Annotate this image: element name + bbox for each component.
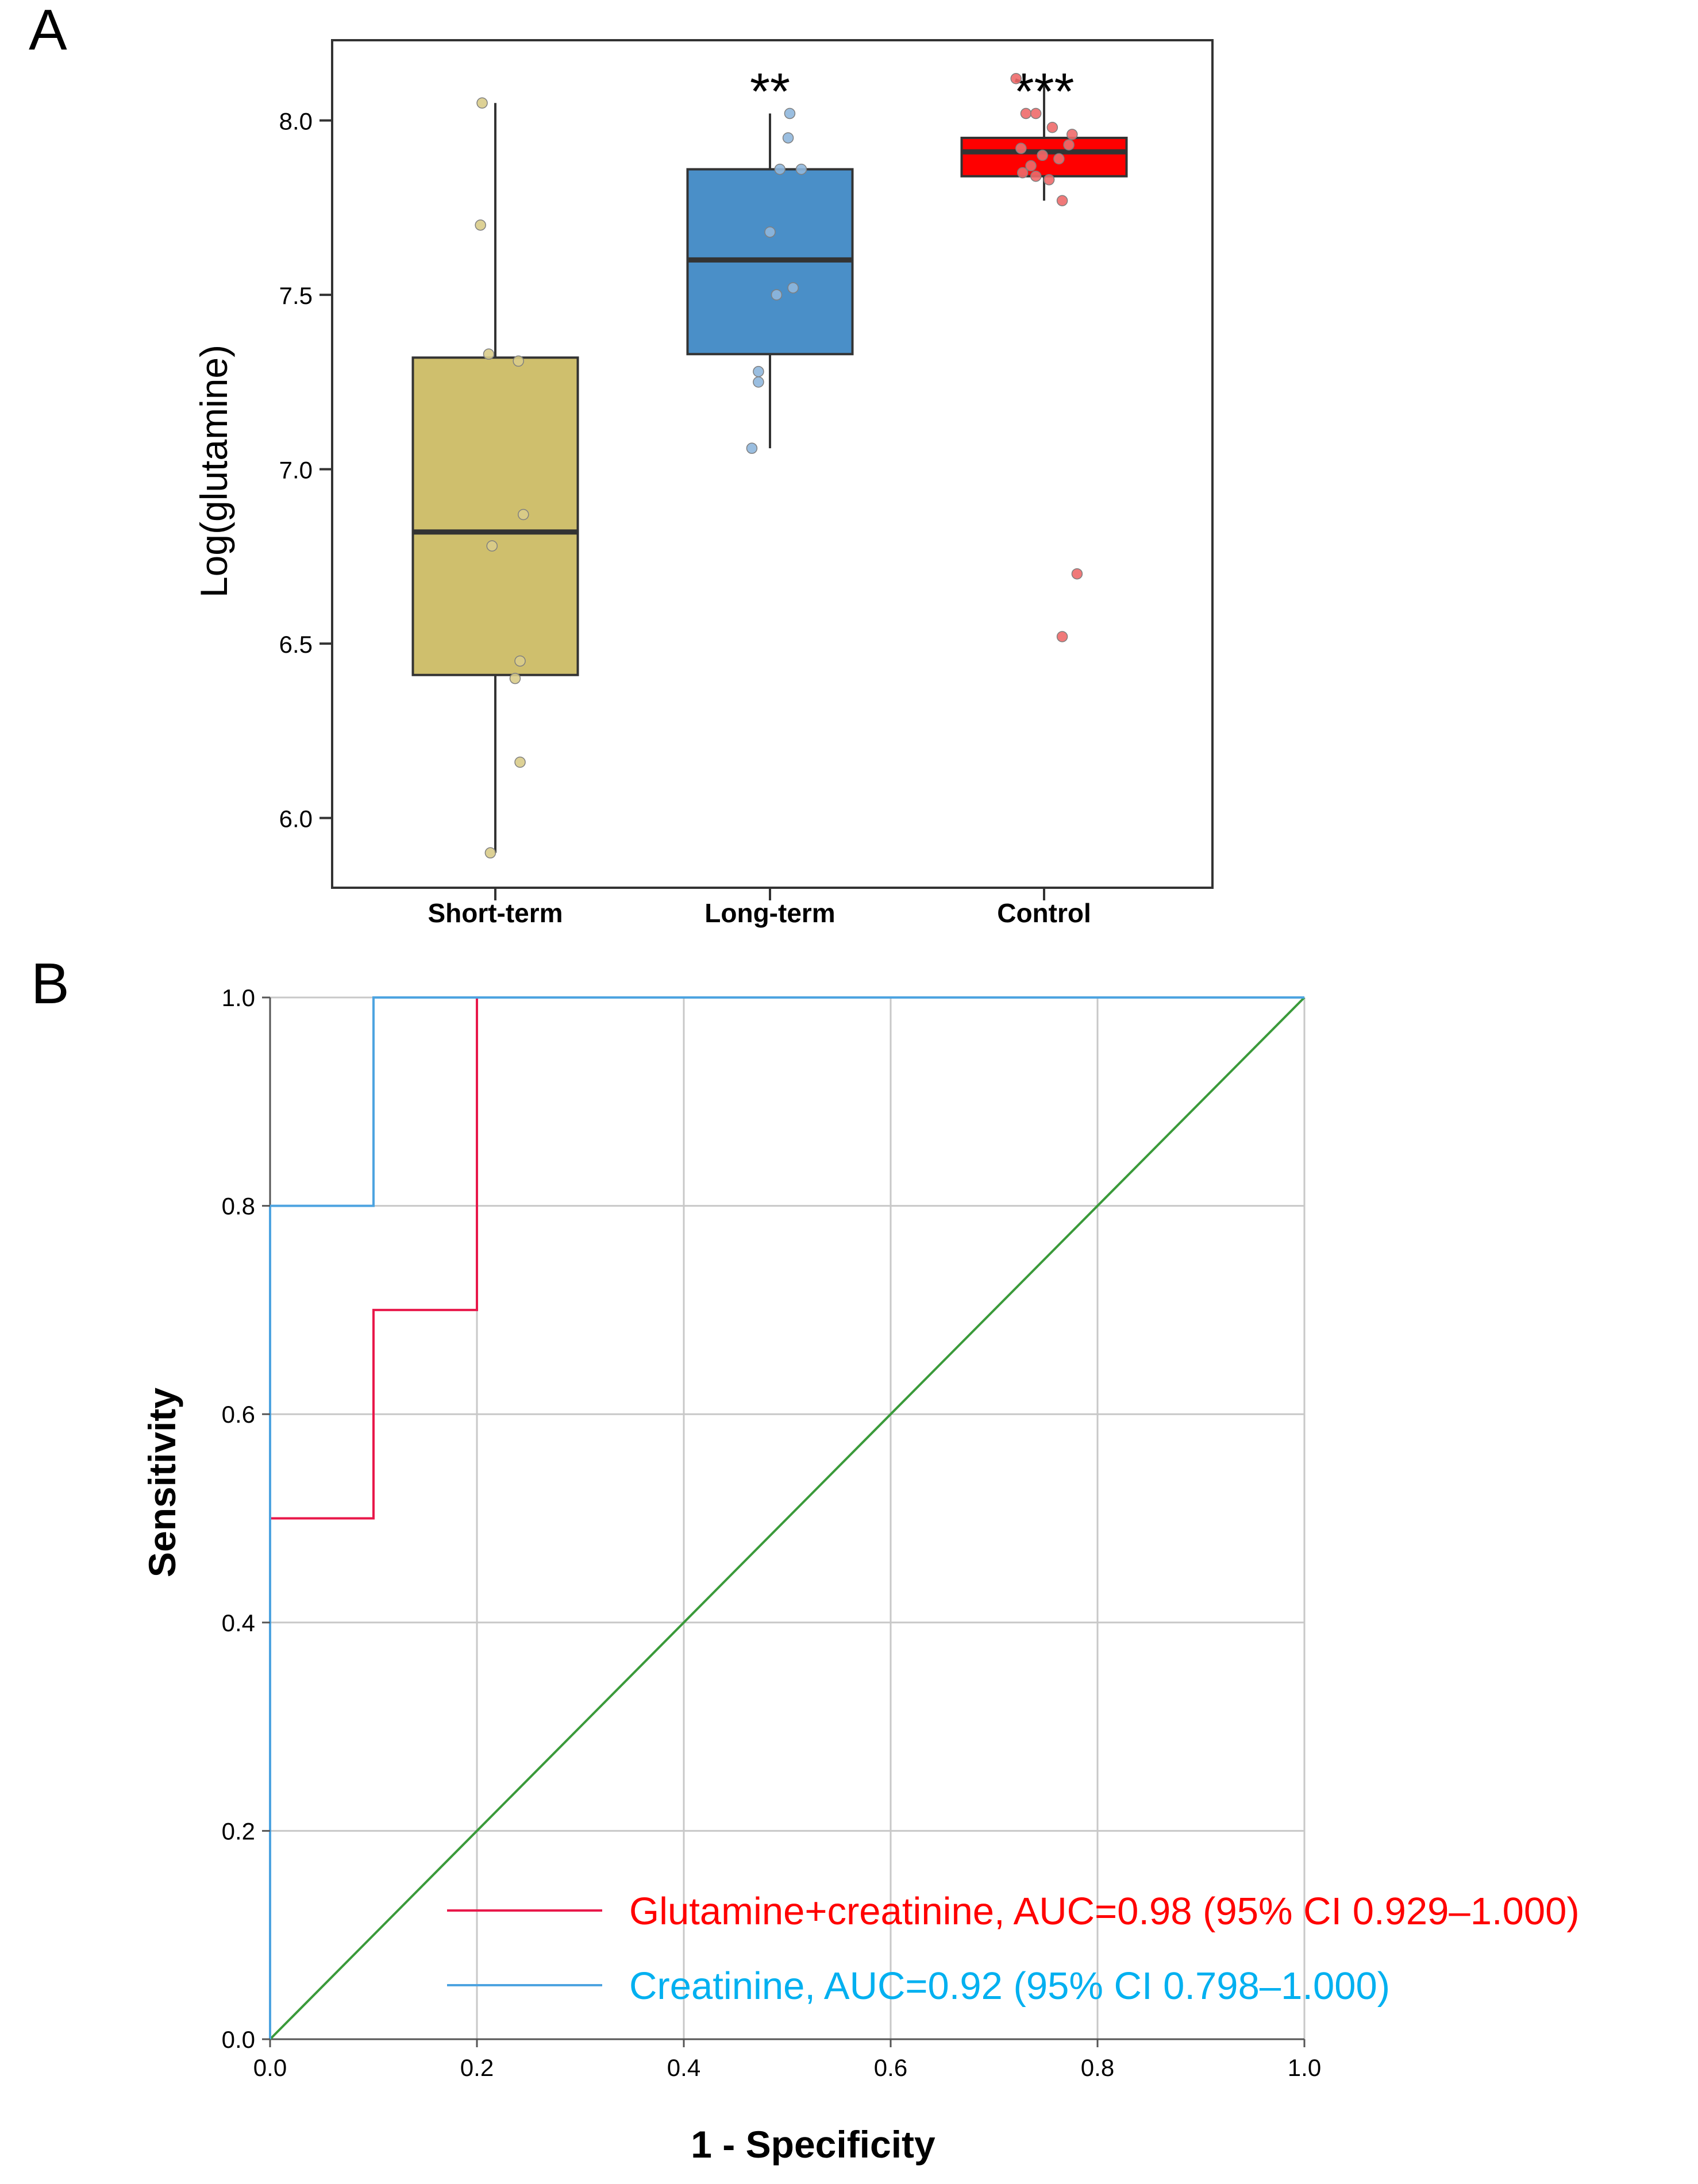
box-data-point bbox=[1053, 153, 1065, 165]
boxplot-points bbox=[475, 73, 1083, 859]
boxplot-y-tick-label: 6.0 bbox=[279, 806, 313, 833]
box-data-point bbox=[483, 348, 495, 360]
boxplot-frame bbox=[331, 39, 1214, 889]
boxplot-category-label: Long-term bbox=[704, 898, 835, 928]
box-data-point bbox=[1046, 121, 1058, 133]
box-data-point bbox=[509, 673, 521, 684]
box-data-point bbox=[1056, 631, 1068, 642]
roc-legend-label: Glutamine+creatinine, AUC=0.98 (95% CI 0… bbox=[629, 1890, 1580, 1933]
roc-y-tick-label: 0.4 bbox=[222, 1609, 255, 1636]
boxplot-y-axis-label: Log(glutamine) bbox=[192, 345, 235, 598]
box-data-point bbox=[1010, 73, 1022, 84]
roc-curve-creatinine bbox=[269, 996, 1304, 2039]
roc-legend-label: Creatinine, AUC=0.92 (95% CI 0.798–1.000… bbox=[629, 1965, 1390, 2008]
box-data-point bbox=[753, 376, 764, 388]
boxplot-boxes: ** *** bbox=[411, 63, 1128, 853]
box-data-point bbox=[787, 282, 799, 294]
boxplot-y-ticks: 6.0 6.5 7.0 7.5 8.0 bbox=[279, 108, 1045, 900]
box-data-point bbox=[1025, 160, 1037, 172]
roc-curve-reference bbox=[269, 996, 1306, 2040]
roc-curves bbox=[269, 996, 1306, 2040]
boxplot-category-labels: Short-term Long-term Control bbox=[428, 898, 1091, 928]
roc-y-tick-label: 0.6 bbox=[222, 1401, 255, 1428]
box-data-point bbox=[1017, 167, 1029, 179]
box-data-point bbox=[513, 355, 524, 367]
panel-label-b: B bbox=[31, 952, 70, 1016]
box-data-point bbox=[753, 365, 764, 378]
roc-y-tick-label: 0.2 bbox=[222, 1817, 255, 1844]
roc-x-tick-label: 0.4 bbox=[667, 2054, 700, 2081]
box-data-point bbox=[1063, 139, 1075, 151]
roc-y-tick-label: 0.0 bbox=[222, 2026, 255, 2053]
roc-x-tick-label: 1.0 bbox=[1288, 2054, 1321, 2081]
box-data-point bbox=[518, 509, 529, 521]
significance-marker: ** bbox=[750, 63, 790, 121]
box-data-point bbox=[1056, 195, 1068, 206]
box-data-point bbox=[486, 540, 498, 552]
boxplot-category-label: Short-term bbox=[428, 898, 563, 928]
box-data-point bbox=[1066, 129, 1078, 140]
box-data-point bbox=[1015, 142, 1027, 154]
box-data-point bbox=[795, 163, 807, 175]
roc-y-axis-label: Sensitivity bbox=[141, 1388, 183, 1577]
roc-x-axis-label: 1 - Specificity bbox=[691, 2123, 935, 2166]
roc-y-tick-label: 1.0 bbox=[222, 984, 255, 1011]
boxplot-y-tick-label: 7.0 bbox=[279, 457, 313, 484]
boxplot-y-tick-label: 7.5 bbox=[279, 282, 313, 309]
box-data-point bbox=[1037, 149, 1048, 161]
roc-legend: Glutamine+creatinine, AUC=0.98 (95% CI 0… bbox=[447, 1890, 1580, 2008]
boxplot-category-label: Control bbox=[997, 898, 1091, 928]
box-data-point bbox=[1043, 174, 1055, 186]
boxplot-y-tick-label: 8.0 bbox=[279, 108, 313, 135]
boxplot-y-tick-label: 6.5 bbox=[279, 631, 313, 658]
box-data-point bbox=[1030, 170, 1042, 182]
box-data-point bbox=[1020, 107, 1032, 120]
roc-y-tick-label: 0.8 bbox=[222, 1193, 255, 1220]
box-data-point bbox=[784, 107, 796, 120]
boxplot-border bbox=[331, 39, 1214, 889]
box-data-point bbox=[514, 655, 526, 667]
roc-x-tick-label: 0.8 bbox=[1081, 2054, 1114, 2081]
box-data-point bbox=[1030, 107, 1042, 120]
box-data-point bbox=[771, 289, 783, 301]
box-data-point bbox=[484, 847, 496, 859]
box-data-point bbox=[782, 132, 794, 144]
box-data-point bbox=[476, 97, 488, 109]
panel-label-a: A bbox=[29, 0, 67, 62]
roc-ticks: 0.0 0.2 0.4 0.6 0.8 1.0 0.0 0.2 0.4 0.6 0.8 1.0 bbox=[222, 984, 1322, 2081]
box-iqr-short-term bbox=[411, 356, 579, 676]
box-data-point bbox=[475, 219, 486, 231]
roc-x-tick-label: 0.0 bbox=[253, 2054, 287, 2081]
roc-x-tick-label: 0.6 bbox=[874, 2054, 907, 2081]
box-data-point bbox=[774, 163, 786, 175]
box-data-point bbox=[1071, 568, 1083, 580]
roc-x-tick-label: 0.2 bbox=[460, 2054, 494, 2081]
box-data-point bbox=[514, 756, 526, 768]
box-data-point bbox=[746, 442, 758, 454]
box-data-point bbox=[764, 226, 776, 238]
